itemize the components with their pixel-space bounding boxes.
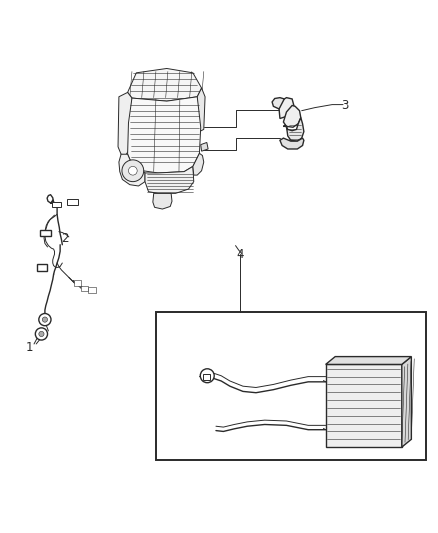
- FancyBboxPatch shape: [52, 201, 61, 207]
- Polygon shape: [153, 193, 172, 209]
- FancyBboxPatch shape: [81, 286, 88, 291]
- FancyBboxPatch shape: [67, 199, 78, 205]
- Circle shape: [128, 166, 137, 175]
- FancyBboxPatch shape: [203, 374, 210, 379]
- Polygon shape: [279, 98, 294, 118]
- Polygon shape: [201, 142, 208, 151]
- Polygon shape: [118, 92, 132, 156]
- Polygon shape: [402, 357, 411, 447]
- Circle shape: [122, 160, 144, 182]
- Polygon shape: [127, 68, 201, 101]
- Text: 1: 1: [26, 341, 33, 353]
- FancyBboxPatch shape: [88, 287, 96, 293]
- Text: 2: 2: [61, 232, 68, 245]
- Polygon shape: [283, 118, 304, 141]
- Polygon shape: [119, 154, 145, 186]
- Circle shape: [39, 332, 44, 336]
- Polygon shape: [325, 365, 402, 447]
- Bar: [156, 312, 426, 460]
- Polygon shape: [325, 357, 411, 365]
- Polygon shape: [283, 106, 301, 127]
- Polygon shape: [193, 154, 204, 175]
- Polygon shape: [280, 138, 304, 149]
- Circle shape: [35, 328, 47, 340]
- Text: 4: 4: [236, 248, 244, 261]
- Text: 3: 3: [342, 99, 349, 112]
- Circle shape: [42, 317, 47, 322]
- Polygon shape: [196, 88, 205, 132]
- FancyBboxPatch shape: [37, 264, 47, 271]
- Polygon shape: [127, 97, 201, 173]
- FancyBboxPatch shape: [40, 230, 50, 237]
- Circle shape: [39, 313, 51, 326]
- Polygon shape: [145, 166, 194, 193]
- Polygon shape: [272, 98, 284, 109]
- Circle shape: [200, 369, 214, 383]
- FancyBboxPatch shape: [74, 280, 81, 286]
